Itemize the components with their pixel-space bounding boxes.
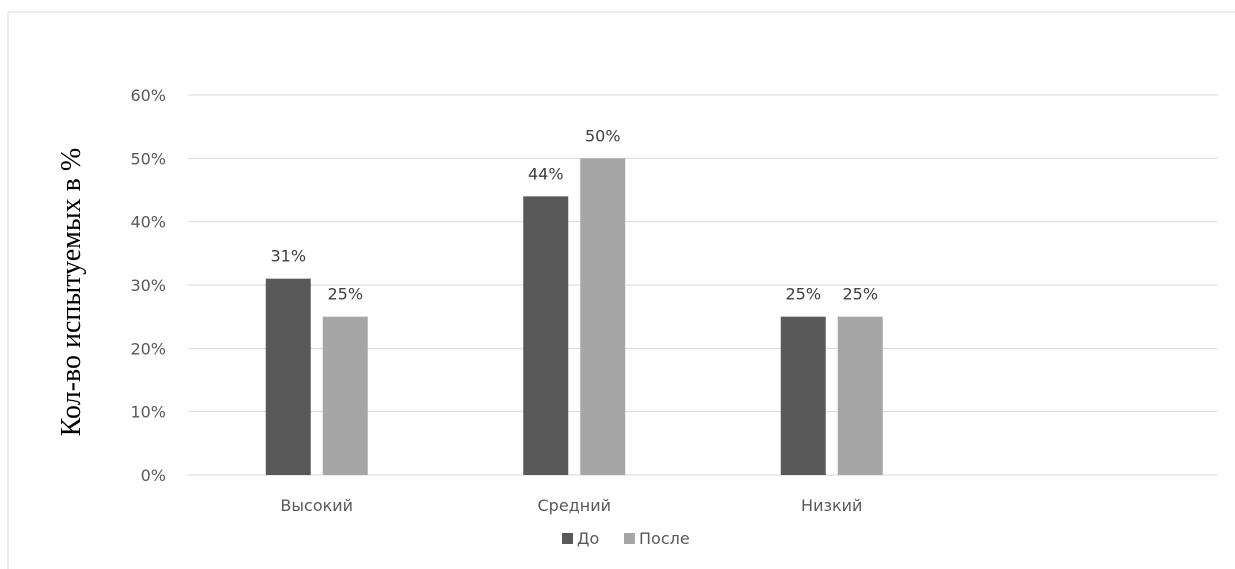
y-tick-label: 50% <box>130 149 166 168</box>
data-label: 25% <box>785 285 821 304</box>
legend-swatch <box>624 533 635 544</box>
legend-label: После <box>639 529 690 548</box>
y-tick-label: 60% <box>130 86 166 105</box>
bar-После-Низкий <box>837 316 883 475</box>
legend-label: До <box>577 529 599 548</box>
y-tick-label: 40% <box>130 213 166 232</box>
x-axis-categories: Высокий Средний Низкий <box>280 496 862 515</box>
bars <box>265 158 883 476</box>
x-category-label: Средний <box>538 496 612 515</box>
data-label: 25% <box>327 285 363 304</box>
legend-swatch <box>562 533 573 544</box>
bar-После-Средний <box>580 158 626 476</box>
bar-До-Средний <box>523 196 569 476</box>
y-axis-ticks: 0% 10% 20% 30% 40% 50% 60% <box>130 86 166 485</box>
y-tick-label: 20% <box>130 339 166 358</box>
x-category-label: Высокий <box>280 496 353 515</box>
y-tick-label: 0% <box>141 466 166 485</box>
bar-До-Высокий <box>265 278 311 475</box>
data-label: 44% <box>528 164 564 183</box>
y-axis-label: Кол-во испытуемых в % <box>56 148 87 436</box>
data-label: 31% <box>270 247 306 266</box>
legend: До После <box>562 529 690 548</box>
data-label: 25% <box>842 285 878 304</box>
data-labels: 31% 25% 44% 50% 25% 25% <box>270 126 878 303</box>
bar-До-Низкий <box>780 316 826 475</box>
y-tick-label: 10% <box>130 403 166 422</box>
x-category-label: Низкий <box>801 496 862 515</box>
data-label: 50% <box>585 126 621 145</box>
y-tick-label: 30% <box>130 276 166 295</box>
bar-После-Высокий <box>322 316 368 475</box>
